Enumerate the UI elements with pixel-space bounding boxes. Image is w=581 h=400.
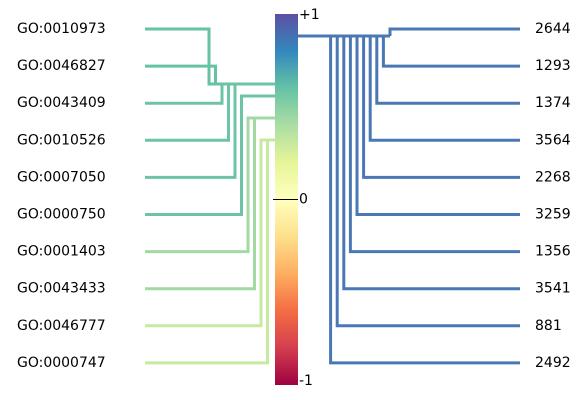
right-branch	[375, 36, 520, 105]
right-branch	[329, 36, 520, 365]
left-branch	[145, 138, 275, 365]
left-label: GO:0043409	[17, 95, 106, 111]
left-label: GO:0046777	[17, 318, 106, 334]
right-label: 1374	[535, 95, 571, 111]
left-label: GO:0001403	[17, 244, 106, 260]
right-label: 1293	[535, 58, 571, 74]
right-label: 3541	[535, 281, 571, 297]
left-label: GO:0010973	[17, 21, 106, 37]
right-label: 3564	[535, 132, 571, 148]
right-branch	[355, 36, 520, 216]
left-branch	[145, 82, 275, 105]
left-branch	[145, 82, 275, 179]
right-branch	[348, 36, 520, 254]
left-label: GO:0000750	[17, 207, 106, 223]
colorbar-tick-label: -1	[299, 373, 313, 389]
colorbar-tick-label: 0	[299, 192, 308, 208]
right-branch	[335, 36, 520, 328]
left-branch	[145, 27, 275, 86]
right-label: 1356	[535, 244, 571, 260]
left-branch	[145, 94, 275, 216]
left-branch	[145, 116, 275, 291]
right-label: 3259	[535, 207, 571, 223]
left-label: GO:0010526	[17, 132, 106, 148]
right-label: 881	[535, 318, 562, 334]
colorbar-tick-label: +1	[299, 7, 320, 23]
left-label: GO:0046827	[17, 58, 106, 74]
left-label: GO:0043433	[17, 281, 106, 297]
right-label: 2268	[535, 169, 571, 185]
right-branch	[368, 36, 520, 142]
right-branch	[381, 36, 520, 68]
right-label: 2492	[535, 355, 571, 371]
right-branch	[388, 27, 520, 36]
right-branch	[362, 36, 520, 179]
right-branch	[342, 36, 520, 291]
left-label: GO:0000747	[17, 355, 106, 371]
left-label: GO:0007050	[17, 169, 106, 185]
right-label: 2644	[535, 21, 571, 37]
